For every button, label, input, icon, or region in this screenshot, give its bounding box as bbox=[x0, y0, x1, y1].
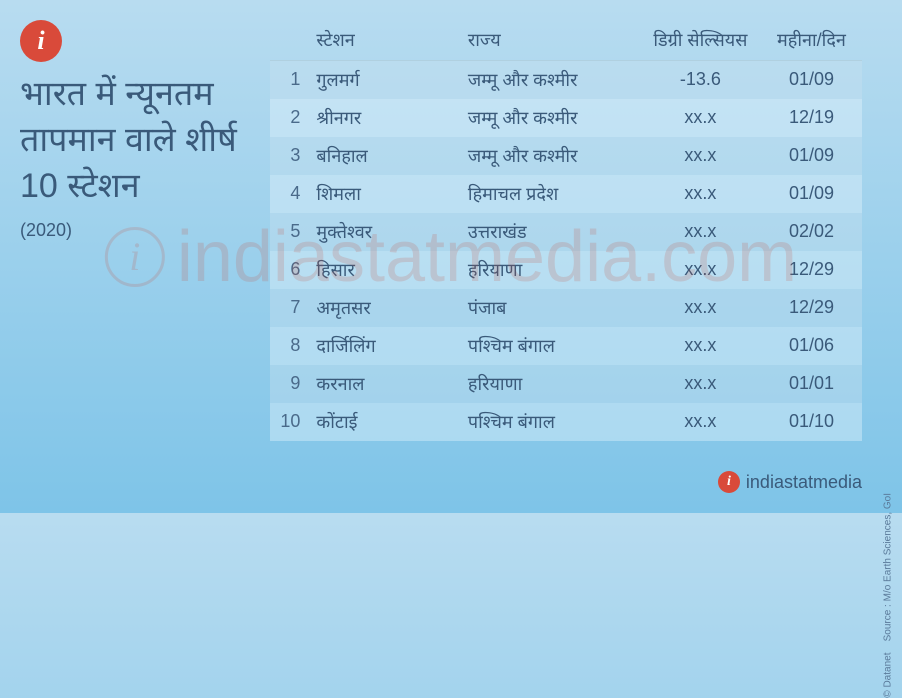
cell-rank: 6 bbox=[270, 251, 306, 289]
cell-state: हरियाणा bbox=[458, 365, 640, 403]
table-row: 10 कोंटाई पश्चिम बंगाल xx.x 01/10 bbox=[270, 403, 862, 441]
credit-copy: © Datanet bbox=[883, 653, 894, 698]
footer: i indiastatmedia bbox=[270, 471, 862, 493]
cell-degree: xx.x bbox=[640, 175, 761, 213]
cell-station: मुक्तेश्वर bbox=[306, 213, 458, 251]
cell-state: पंजाब bbox=[458, 289, 640, 327]
cell-state: जम्मू और कश्मीर bbox=[458, 99, 640, 137]
cell-date: 01/10 bbox=[761, 403, 862, 441]
header-date: महीना/दिन bbox=[761, 20, 862, 61]
table-body: 1 गुलमर्ग जम्मू और कश्मीर -13.6 01/09 2 … bbox=[270, 61, 862, 441]
table-row: 2 श्रीनगर जम्मू और कश्मीर xx.x 12/19 bbox=[270, 99, 862, 137]
cell-degree: xx.x bbox=[640, 251, 761, 289]
table-row: 9 करनाल हरियाणा xx.x 01/01 bbox=[270, 365, 862, 403]
info-icon: i bbox=[20, 20, 62, 62]
table-row: 5 मुक्तेश्वर उत्तराखंड xx.x 02/02 bbox=[270, 213, 862, 251]
cell-rank: 9 bbox=[270, 365, 306, 403]
cell-station: बनिहाल bbox=[306, 137, 458, 175]
cell-station: शिमला bbox=[306, 175, 458, 213]
header-blank bbox=[270, 20, 306, 61]
cell-state: जम्मू और कश्मीर bbox=[458, 61, 640, 99]
cell-date: 12/19 bbox=[761, 99, 862, 137]
cell-state: हिमाचल प्रदेश bbox=[458, 175, 640, 213]
cell-date: 12/29 bbox=[761, 289, 862, 327]
cell-state: पश्चिम बंगाल bbox=[458, 327, 640, 365]
table-row: 6 हिसार हरियाणा xx.x 12/29 bbox=[270, 251, 862, 289]
side-credit: © Datanet Source : M/o Earth Sciences, G… bbox=[883, 493, 894, 698]
cell-station: करनाल bbox=[306, 365, 458, 403]
table-row: 3 बनिहाल जम्मू और कश्मीर xx.x 01/09 bbox=[270, 137, 862, 175]
cell-state: जम्मू और कश्मीर bbox=[458, 137, 640, 175]
cell-date: 01/09 bbox=[761, 175, 862, 213]
right-panel: स्टेशन राज्य डिग्री सेल्सियस महीना/दिन 1… bbox=[270, 0, 902, 513]
cell-degree: xx.x bbox=[640, 403, 761, 441]
brand-icon: i bbox=[718, 471, 740, 493]
cell-degree: -13.6 bbox=[640, 61, 761, 99]
cell-date: 01/01 bbox=[761, 365, 862, 403]
header-degree: डिग्री सेल्सियस bbox=[640, 20, 761, 61]
cell-degree: xx.x bbox=[640, 137, 761, 175]
table-row: 7 अमृतसर पंजाब xx.x 12/29 bbox=[270, 289, 862, 327]
cell-state: उत्तराखंड bbox=[458, 213, 640, 251]
credit-source: Source : M/o Earth Sciences, GoI bbox=[883, 493, 894, 641]
cell-date: 01/06 bbox=[761, 327, 862, 365]
cell-station: गुलमर्ग bbox=[306, 61, 458, 99]
cell-station: श्रीनगर bbox=[306, 99, 458, 137]
cell-station: अमृतसर bbox=[306, 289, 458, 327]
data-table: स्टेशन राज्य डिग्री सेल्सियस महीना/दिन 1… bbox=[270, 20, 862, 441]
cell-rank: 3 bbox=[270, 137, 306, 175]
cell-rank: 10 bbox=[270, 403, 306, 441]
cell-degree: xx.x bbox=[640, 289, 761, 327]
cell-rank: 8 bbox=[270, 327, 306, 365]
cell-date: 02/02 bbox=[761, 213, 862, 251]
header-station: स्टेशन bbox=[306, 20, 458, 61]
page-title: भारत में न्यूनतम तापमान वाले शीर्ष 10 स्… bbox=[20, 72, 255, 210]
cell-rank: 7 bbox=[270, 289, 306, 327]
year-label: (2020) bbox=[20, 220, 255, 241]
cell-rank: 5 bbox=[270, 213, 306, 251]
table-row: 8 दार्जिलिंग पश्चिम बंगाल xx.x 01/06 bbox=[270, 327, 862, 365]
cell-state: पश्चिम बंगाल bbox=[458, 403, 640, 441]
main-container: i भारत में न्यूनतम तापमान वाले शीर्ष 10 … bbox=[0, 0, 902, 513]
cell-date: 12/29 bbox=[761, 251, 862, 289]
cell-station: दार्जिलिंग bbox=[306, 327, 458, 365]
cell-degree: xx.x bbox=[640, 213, 761, 251]
brand-label: indiastatmedia bbox=[746, 472, 862, 493]
header-state: राज्य bbox=[458, 20, 640, 61]
cell-degree: xx.x bbox=[640, 327, 761, 365]
cell-degree: xx.x bbox=[640, 365, 761, 403]
left-panel: i भारत में न्यूनतम तापमान वाले शीर्ष 10 … bbox=[0, 0, 270, 513]
table-header-row: स्टेशन राज्य डिग्री सेल्सियस महीना/दिन bbox=[270, 20, 862, 61]
cell-rank: 2 bbox=[270, 99, 306, 137]
cell-date: 01/09 bbox=[761, 137, 862, 175]
cell-date: 01/09 bbox=[761, 61, 862, 99]
table-row: 4 शिमला हिमाचल प्रदेश xx.x 01/09 bbox=[270, 175, 862, 213]
cell-degree: xx.x bbox=[640, 99, 761, 137]
cell-rank: 4 bbox=[270, 175, 306, 213]
table-row: 1 गुलमर्ग जम्मू और कश्मीर -13.6 01/09 bbox=[270, 61, 862, 99]
cell-station: हिसार bbox=[306, 251, 458, 289]
table-container: स्टेशन राज्य डिग्री सेल्सियस महीना/दिन 1… bbox=[270, 20, 862, 459]
cell-station: कोंटाई bbox=[306, 403, 458, 441]
cell-state: हरियाणा bbox=[458, 251, 640, 289]
cell-rank: 1 bbox=[270, 61, 306, 99]
